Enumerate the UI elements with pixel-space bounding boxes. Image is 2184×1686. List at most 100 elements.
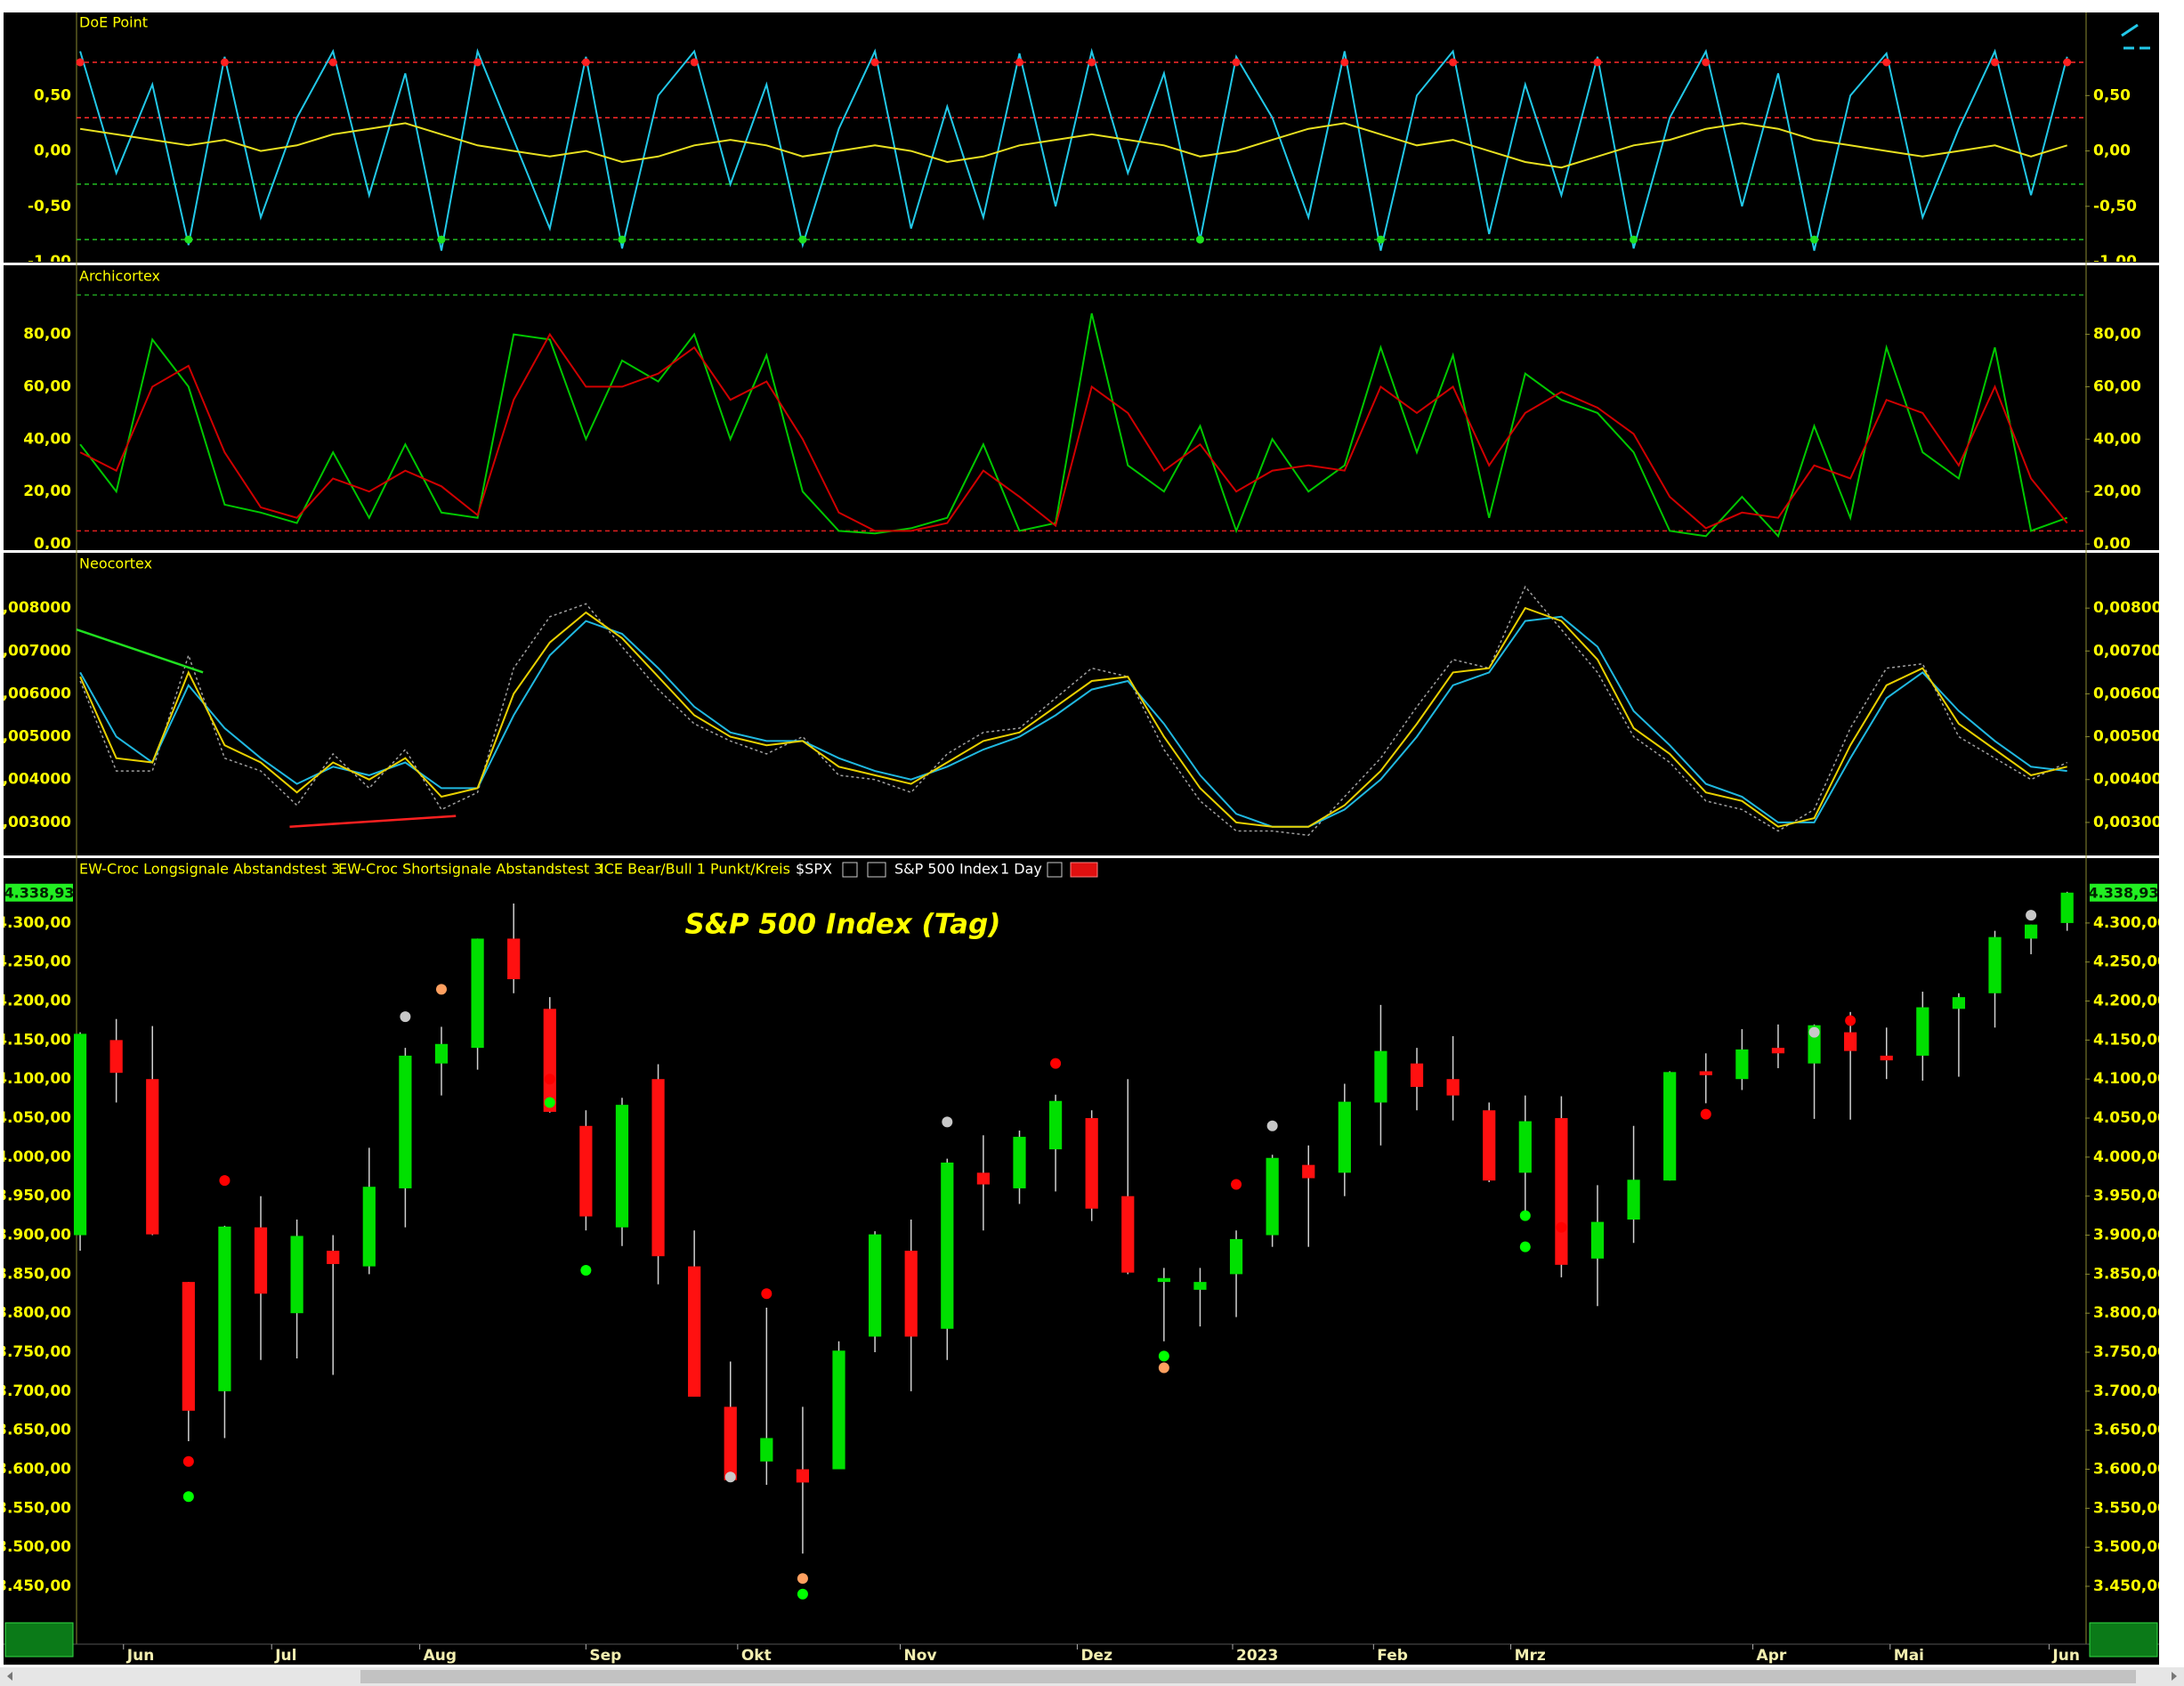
signal-dot xyxy=(581,58,590,67)
y-tick-label: 3.550,00 xyxy=(2093,1499,2168,1517)
candle-body xyxy=(1483,1110,1496,1181)
candle-body xyxy=(290,1236,303,1314)
panel: 0,50 0,50 0,00 0,00 -0,50 -0,50 -1,00 -1,00 DoE … xyxy=(28,14,2137,271)
y-tick-label: 4.200,00 xyxy=(2093,993,2168,1010)
signal-dot xyxy=(942,1116,953,1128)
candle-body xyxy=(904,1251,918,1337)
panel: 3.450,00 3.450,00 3.500,00 3.500,00 3.550,00… xyxy=(0,891,2168,1600)
signal-dot xyxy=(870,58,879,67)
signal-dot xyxy=(182,1491,194,1503)
candle-body xyxy=(796,1469,810,1483)
chart-background xyxy=(4,12,2159,1665)
last-price-label-box xyxy=(2090,883,2157,902)
interval-label[interactable]: 1 Day xyxy=(1000,861,1042,878)
dropdown-button[interactable] xyxy=(1047,862,1063,878)
toolbar-icon[interactable] xyxy=(2121,23,2150,50)
indicator-label[interactable]: ICE Bear/Bull 1 Punkt/Kreis xyxy=(600,861,790,878)
y-tick-label: 3.900,00 xyxy=(2093,1227,2168,1244)
candle-body xyxy=(2060,892,2074,923)
y-tick-label: 3.900,00 xyxy=(0,1227,71,1244)
signal-dot xyxy=(1266,1120,1278,1131)
scale-widget[interactable] xyxy=(4,1622,74,1658)
y-tick-label: 0,00 xyxy=(2093,535,2131,553)
candle-body xyxy=(1266,1157,1279,1236)
trend-line xyxy=(76,628,204,674)
scroll-left[interactable] xyxy=(7,1672,12,1681)
signal-dot xyxy=(1340,58,1349,67)
y-tick-label: 3.750,00 xyxy=(0,1343,71,1361)
signal-dot xyxy=(1015,58,1023,67)
x-tick-label: Jun xyxy=(126,1647,155,1665)
candle-body xyxy=(688,1266,701,1397)
candle-body xyxy=(1590,1221,1605,1259)
signal-dot xyxy=(220,58,229,67)
x-tick-label: Nov xyxy=(904,1647,937,1665)
indicator-label[interactable]: EW-Croc Longsignale Abstandstest 3 xyxy=(79,861,340,878)
y-tick-label: 4.300,00 xyxy=(2093,914,2168,932)
instrument-name: S&P 500 Index xyxy=(894,861,999,878)
indicator-label[interactable]: EW-Croc Shortsignale Abstandstest 3 xyxy=(338,861,603,878)
signal-dot xyxy=(1232,58,1241,67)
y-tick-label: 3.950,00 xyxy=(2093,1187,2168,1205)
panel-separator xyxy=(4,550,2159,553)
signal-dot xyxy=(724,1471,736,1483)
candle-body xyxy=(651,1079,665,1257)
y-tick-label: 3.750,00 xyxy=(2093,1343,2168,1361)
last-price-label-box xyxy=(5,883,73,902)
symbol-label[interactable]: $SPX xyxy=(796,861,832,878)
candle-body xyxy=(1410,1063,1424,1087)
candle-body xyxy=(1048,1100,1063,1150)
y-tick-label: 4.100,00 xyxy=(0,1070,71,1088)
y-tick-label: 3.850,00 xyxy=(2093,1265,2168,1283)
y-tick-label: 0,00 xyxy=(34,142,71,160)
x-tick-label: Dez xyxy=(1080,1647,1112,1665)
candle-body xyxy=(1013,1137,1026,1188)
realtime-button[interactable] xyxy=(1070,862,1098,878)
y-tick-label: 4.300,00 xyxy=(0,914,71,932)
candle-body xyxy=(254,1227,268,1294)
candle-body xyxy=(1302,1164,1315,1179)
series-line xyxy=(79,615,2067,828)
signal-dot xyxy=(1158,1362,1169,1374)
signal-dot xyxy=(1593,58,1602,67)
x-tick-label: Mrz xyxy=(1515,1647,1546,1665)
candle-body xyxy=(507,938,521,979)
candle-body xyxy=(327,1251,340,1264)
x-tick-label: Jun xyxy=(2051,1647,2080,1665)
x-tick-label: Okt xyxy=(741,1647,772,1665)
signal-dot xyxy=(544,1074,555,1085)
y-tick-label: 0,007000 xyxy=(2093,642,2172,660)
series-line xyxy=(79,122,2067,169)
signal-dot xyxy=(1845,1015,1856,1026)
candle-body xyxy=(1699,1071,1712,1075)
y-tick-label: 4.150,00 xyxy=(2093,1031,2168,1049)
scale-widget[interactable] xyxy=(2089,1622,2158,1658)
candle-body xyxy=(1518,1121,1532,1173)
candle-body xyxy=(73,1033,87,1236)
y-tick-label: 0,006000 xyxy=(0,685,71,702)
x-tick-label: Aug xyxy=(424,1647,457,1665)
panel-title: Archicortex xyxy=(79,268,160,285)
y-tick-label: -1,00 xyxy=(2093,253,2137,271)
signal-dot xyxy=(182,1455,194,1467)
dropdown-button[interactable] xyxy=(842,862,858,878)
candle-body xyxy=(832,1350,845,1470)
signal-dot xyxy=(761,1288,772,1300)
series-line xyxy=(79,47,2068,251)
y-tick-label: 3.950,00 xyxy=(0,1187,71,1205)
scroll-right[interactable] xyxy=(2172,1672,2177,1681)
candle-body xyxy=(1446,1079,1460,1096)
y-tick-label: 3.850,00 xyxy=(0,1265,71,1283)
y-tick-label: -0,50 xyxy=(28,198,71,215)
candle-body xyxy=(471,938,484,1049)
y-tick-label: 0,00 xyxy=(34,535,71,553)
scrollbar-thumb[interactable] xyxy=(360,1670,2136,1683)
dropdown-button[interactable] xyxy=(867,862,886,878)
y-tick-label: 3.600,00 xyxy=(2093,1461,2168,1479)
y-tick-label: 60,00 xyxy=(23,377,71,395)
y-tick-label: 60,00 xyxy=(2093,377,2141,395)
candle-body xyxy=(182,1282,195,1411)
y-tick-label: 0,004000 xyxy=(2093,771,2172,789)
trend-line xyxy=(289,815,457,828)
